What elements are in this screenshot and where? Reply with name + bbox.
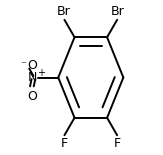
Text: Br: Br xyxy=(111,5,125,18)
Text: N: N xyxy=(28,71,37,84)
Text: F: F xyxy=(61,137,68,150)
Text: Br: Br xyxy=(57,5,71,18)
Text: O: O xyxy=(27,59,37,72)
Text: ⁻: ⁻ xyxy=(20,60,26,70)
Text: O: O xyxy=(27,90,37,103)
Text: +: + xyxy=(37,68,45,78)
Text: F: F xyxy=(114,137,121,150)
